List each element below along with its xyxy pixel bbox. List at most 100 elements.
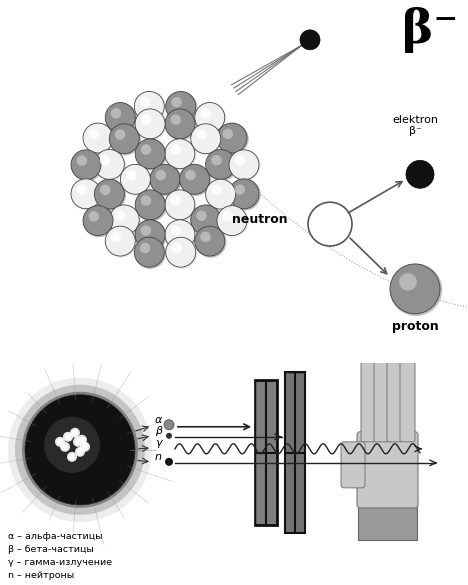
Bar: [256, 382, 266, 452]
Circle shape: [222, 211, 233, 222]
Ellipse shape: [165, 190, 197, 222]
Circle shape: [211, 185, 222, 195]
Circle shape: [141, 195, 151, 206]
Circle shape: [88, 129, 99, 139]
Circle shape: [196, 211, 207, 221]
Bar: [296, 453, 304, 532]
FancyBboxPatch shape: [357, 432, 418, 508]
Bar: [296, 374, 304, 452]
Circle shape: [71, 179, 101, 209]
Text: β⁻: β⁻: [402, 7, 458, 53]
FancyBboxPatch shape: [400, 357, 415, 442]
Circle shape: [120, 164, 150, 194]
Circle shape: [222, 129, 233, 139]
Circle shape: [135, 190, 165, 220]
Circle shape: [69, 454, 75, 460]
Circle shape: [62, 444, 68, 450]
Circle shape: [115, 129, 125, 140]
Circle shape: [180, 164, 210, 194]
Circle shape: [95, 179, 124, 209]
Circle shape: [109, 205, 139, 235]
Circle shape: [126, 170, 137, 180]
Circle shape: [195, 226, 225, 256]
Circle shape: [200, 108, 211, 119]
Circle shape: [111, 232, 121, 242]
Ellipse shape: [206, 150, 237, 181]
Circle shape: [65, 434, 71, 440]
Circle shape: [100, 155, 110, 166]
Circle shape: [71, 150, 101, 180]
Circle shape: [185, 170, 196, 180]
Circle shape: [77, 156, 87, 166]
Circle shape: [165, 139, 195, 168]
Circle shape: [205, 179, 235, 209]
Ellipse shape: [390, 264, 442, 316]
Circle shape: [165, 109, 195, 139]
Ellipse shape: [134, 92, 166, 123]
Bar: [255, 380, 277, 525]
Circle shape: [150, 164, 180, 194]
Circle shape: [165, 458, 173, 466]
Ellipse shape: [71, 150, 103, 181]
Ellipse shape: [110, 124, 141, 156]
Ellipse shape: [217, 123, 249, 154]
Text: α: α: [155, 415, 162, 425]
Circle shape: [217, 206, 247, 236]
Circle shape: [141, 225, 151, 236]
Ellipse shape: [150, 164, 182, 196]
Ellipse shape: [71, 179, 103, 211]
Ellipse shape: [135, 109, 167, 140]
Ellipse shape: [166, 92, 197, 123]
Circle shape: [229, 150, 259, 180]
Circle shape: [140, 243, 150, 253]
Circle shape: [308, 202, 352, 246]
Circle shape: [300, 30, 320, 50]
Circle shape: [8, 378, 152, 522]
Circle shape: [229, 179, 259, 209]
Circle shape: [166, 91, 196, 121]
Ellipse shape: [135, 190, 167, 222]
Circle shape: [211, 155, 222, 166]
Circle shape: [196, 129, 207, 140]
Ellipse shape: [135, 139, 167, 170]
Text: elektron
β⁻: elektron β⁻: [392, 115, 438, 136]
Ellipse shape: [195, 103, 227, 134]
Circle shape: [109, 124, 139, 154]
Circle shape: [140, 97, 150, 108]
Circle shape: [195, 102, 225, 132]
Ellipse shape: [206, 180, 237, 211]
Circle shape: [141, 144, 151, 155]
Circle shape: [75, 447, 85, 457]
Circle shape: [135, 139, 165, 168]
Circle shape: [83, 206, 113, 236]
Circle shape: [83, 123, 113, 153]
Circle shape: [141, 115, 151, 125]
Circle shape: [75, 439, 81, 445]
Bar: [285, 371, 305, 533]
Ellipse shape: [165, 109, 197, 140]
Circle shape: [80, 442, 90, 452]
Circle shape: [72, 430, 78, 436]
Circle shape: [77, 435, 87, 445]
Ellipse shape: [191, 124, 222, 156]
Text: proton: proton: [392, 320, 439, 333]
Circle shape: [171, 97, 182, 108]
Ellipse shape: [83, 206, 115, 238]
Circle shape: [77, 449, 83, 455]
Circle shape: [217, 123, 247, 153]
Circle shape: [205, 150, 235, 180]
Circle shape: [105, 226, 135, 256]
Circle shape: [77, 184, 87, 195]
Circle shape: [165, 190, 195, 220]
Bar: [256, 453, 266, 524]
Circle shape: [166, 238, 196, 267]
Text: neutron: neutron: [232, 212, 288, 226]
FancyBboxPatch shape: [374, 338, 389, 442]
Text: γ – гамма-излучение: γ – гамма-излучение: [8, 559, 112, 567]
Bar: [286, 374, 295, 452]
Circle shape: [67, 452, 77, 462]
Text: β: β: [155, 426, 162, 436]
Circle shape: [170, 225, 181, 236]
Circle shape: [57, 439, 63, 445]
Circle shape: [164, 420, 174, 430]
